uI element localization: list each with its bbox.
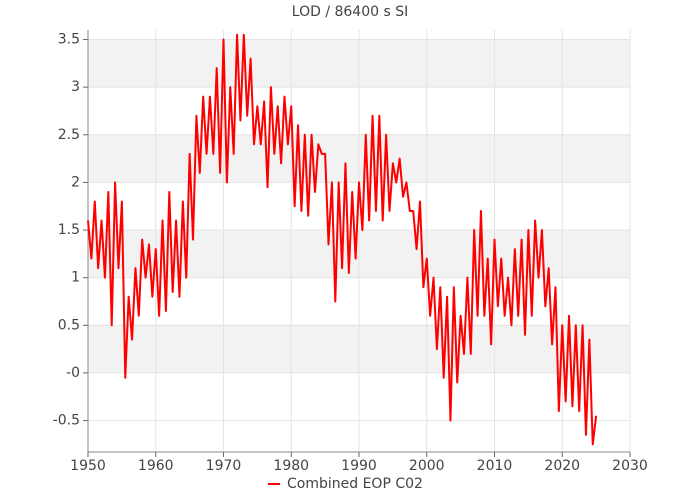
y-tick-label: 3: [71, 79, 80, 95]
y-tick-label: 1: [71, 270, 80, 286]
x-tick-label: 1990: [341, 458, 377, 474]
y-tick-label: 2: [71, 174, 80, 190]
x-tick-label: 2030: [612, 458, 648, 474]
x-tick-label: 1970: [206, 458, 242, 474]
x-tick-label: 1960: [138, 458, 174, 474]
data-line: [87, 33, 598, 446]
y-tick-label: -0: [66, 365, 80, 381]
y-tick-label: 3.5: [58, 32, 80, 48]
legend-label: Combined EOP C02: [287, 476, 423, 492]
x-tick-label: 1980: [273, 458, 309, 474]
y-tick-label: -0.5: [53, 413, 80, 429]
chart-title: LOD / 86400 s SI: [292, 4, 408, 20]
x-tick-label: 2000: [409, 458, 445, 474]
x-tick-label: 1950: [70, 458, 106, 474]
y-tick-label: 0.5: [58, 317, 80, 333]
y-tick-label: 1.5: [58, 222, 80, 238]
x-tick-label: 2020: [544, 458, 580, 474]
y-tick-label: 2.5: [58, 127, 80, 143]
x-tick-label: 2010: [477, 458, 513, 474]
